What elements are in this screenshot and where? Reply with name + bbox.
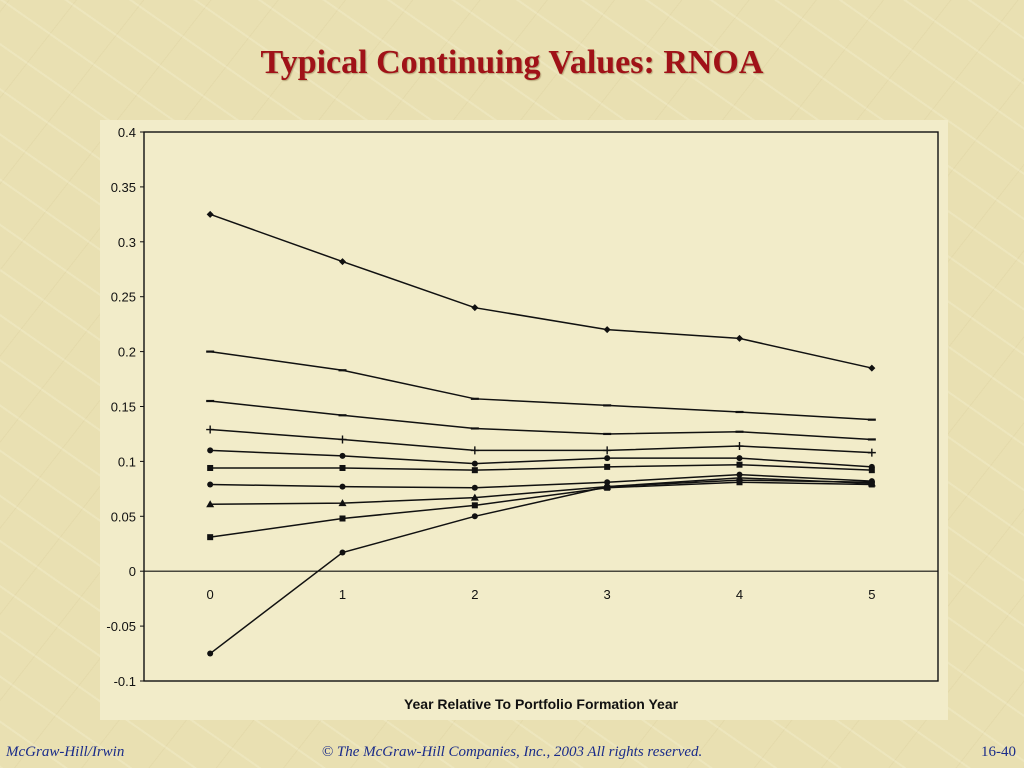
- data-point: [207, 464, 214, 471]
- data-point: [470, 446, 479, 455]
- data-point: [604, 479, 611, 486]
- data-point: [206, 425, 215, 434]
- x-tick-label: 2: [471, 587, 478, 602]
- data-point: [207, 447, 214, 454]
- x-tick-label: 0: [207, 587, 214, 602]
- data-point: [339, 483, 346, 490]
- data-point: [471, 513, 478, 520]
- data-point: [339, 452, 346, 459]
- data-point: [471, 484, 478, 491]
- series-line: [209, 479, 872, 655]
- series-line: [210, 473, 872, 489]
- data-point: [868, 479, 875, 486]
- rnoa-line-chart: -0.1 -0.05 0 0.05 0.1 0.15 0.2 0.25 0.3 0.35 0.4 0 1…: [106, 125, 939, 712]
- data-point: [207, 534, 214, 541]
- data-point: [604, 455, 611, 462]
- data-point: [604, 483, 611, 490]
- series-line: [210, 449, 872, 468]
- y-tick-label: 0.05: [111, 509, 136, 524]
- series-line: [210, 477, 872, 505]
- publisher-label: McGraw-Hill/Irwin: [6, 744, 125, 760]
- data-point: [339, 464, 346, 471]
- x-tick-label: 5: [868, 587, 875, 602]
- chart-panel: -0.1 -0.05 0 0.05 0.1 0.15 0.2 0.25 0.3 0.35 0.4 0 1…: [100, 120, 948, 720]
- data-point: [206, 500, 215, 508]
- x-tick-label: 1: [339, 587, 346, 602]
- data-point: [206, 210, 214, 218]
- data-point: [471, 502, 478, 509]
- data-point: [207, 650, 214, 657]
- data-point: [471, 467, 478, 474]
- y-tick-label: 0.1: [118, 454, 136, 469]
- data-point: [736, 477, 743, 484]
- data-point: [207, 481, 214, 488]
- data-point: [735, 442, 744, 451]
- y-tick-label: 0: [129, 564, 136, 579]
- slide-number: 16-40: [981, 744, 1016, 760]
- y-tick-label: 0.15: [111, 400, 136, 415]
- data-point: [339, 258, 346, 266]
- data-point: [736, 455, 743, 462]
- y-tick-label: -0.1: [114, 674, 136, 689]
- y-tick-label: 0.2: [118, 345, 136, 360]
- x-tick-label: 4: [736, 587, 743, 602]
- series-line: [210, 400, 872, 441]
- y-tick-label: 0.25: [111, 290, 136, 305]
- data-point: [868, 467, 875, 474]
- x-tick-label: 3: [604, 587, 611, 602]
- x-axis-title: Year Relative To Portfolio Formation Yea…: [404, 696, 679, 712]
- data-point: [471, 304, 479, 312]
- series-line: [210, 481, 872, 538]
- y-tick-label: 0.35: [111, 180, 136, 195]
- series-line: [210, 350, 872, 421]
- data-point: [338, 499, 347, 507]
- series-line: [210, 463, 872, 471]
- data-point: [604, 463, 611, 470]
- data-point: [338, 435, 347, 444]
- data-point: [867, 448, 876, 457]
- y-tick-label: -0.05: [106, 619, 136, 634]
- data-point: [603, 326, 611, 334]
- data-point: [736, 334, 743, 342]
- data-point: [339, 515, 346, 522]
- data-point: [603, 446, 612, 455]
- data-point: [339, 549, 346, 556]
- y-tick-label: 0.3: [118, 235, 136, 250]
- data-point: [736, 461, 743, 468]
- data-point: [471, 460, 478, 467]
- y-tick-label: 0.4: [118, 125, 136, 140]
- series-line: [210, 428, 872, 454]
- data-point: [868, 364, 876, 372]
- slide-title: Typical Continuing Values: RNOA: [260, 44, 764, 81]
- copyright-notice: © The McGraw-Hill Companies, Inc., 2003 …: [321, 744, 703, 760]
- data-point: [470, 493, 479, 501]
- series-line: [209, 213, 872, 369]
